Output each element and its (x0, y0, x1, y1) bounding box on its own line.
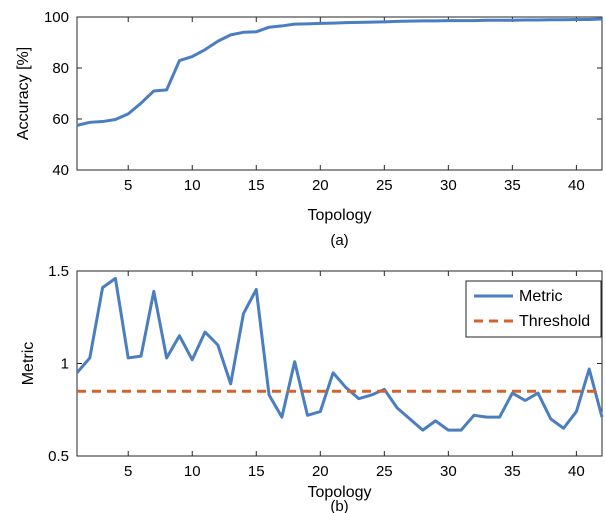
series-lines (75, 276, 604, 432)
x-tick-label: 5 (124, 177, 132, 194)
accuracy-chart: 5 10 15 20 25 30 35 40 40 60 80 100 Topology Accur… (15, 9, 603, 249)
panel-caption: (b) (330, 498, 348, 513)
x-axis-ticks: 5 10 15 20 25 30 35 40 (124, 17, 585, 194)
y-tick-label: 1.5 (48, 263, 69, 280)
y-axis-ticks: 40 60 80 100 (44, 9, 602, 179)
series-lines (76, 17, 603, 127)
x-tick-label: 40 (568, 177, 585, 194)
x-tick-label: 35 (504, 463, 521, 480)
x-tick-label: 25 (376, 463, 393, 480)
x-tick-label: 35 (504, 177, 521, 194)
y-axis-ticks: 0.5 1 1.5 (48, 263, 602, 465)
legend-box (465, 280, 602, 338)
y-tick-label: 0.5 (48, 448, 69, 465)
legend-label-threshold: Threshold (519, 313, 590, 330)
x-tick-label: 30 (440, 177, 457, 194)
x-tick-label: 20 (312, 177, 329, 194)
x-tick-label: 20 (312, 463, 329, 480)
x-tick-label: 15 (248, 463, 265, 480)
y-tick-label: 60 (52, 111, 69, 128)
y-tick-label: 80 (52, 60, 69, 77)
x-tick-label: 10 (184, 463, 201, 480)
legend: Metric Threshold (465, 280, 602, 338)
x-tick-label: 15 (248, 177, 265, 194)
x-tick-label: 25 (376, 177, 393, 194)
metric-chart: 5 10 15 20 25 30 35 40 0.5 1 1.5 Topology Metric … (20, 263, 604, 513)
x-axis-label: Topology (307, 207, 371, 224)
x-axis-ticks: 5 10 15 20 25 30 35 40 (124, 271, 585, 480)
series-line (76, 17, 603, 127)
y-tick-label: 1 (61, 356, 69, 373)
y-axis-label: Accuracy [%] (15, 47, 32, 140)
legend-label-metric: Metric (519, 288, 563, 305)
x-tick-label: 30 (440, 463, 457, 480)
y-tick-label: 40 (52, 162, 69, 179)
metric-series-line (75, 276, 604, 432)
y-tick-label: 100 (44, 9, 69, 26)
panel-caption: (a) (330, 232, 348, 249)
x-axis-label: Topology (307, 484, 371, 501)
x-tick-label: 10 (184, 177, 201, 194)
x-tick-label: 40 (568, 463, 585, 480)
x-tick-label: 5 (124, 463, 132, 480)
y-axis-label: Metric (20, 342, 37, 386)
plot-area (76, 16, 603, 171)
